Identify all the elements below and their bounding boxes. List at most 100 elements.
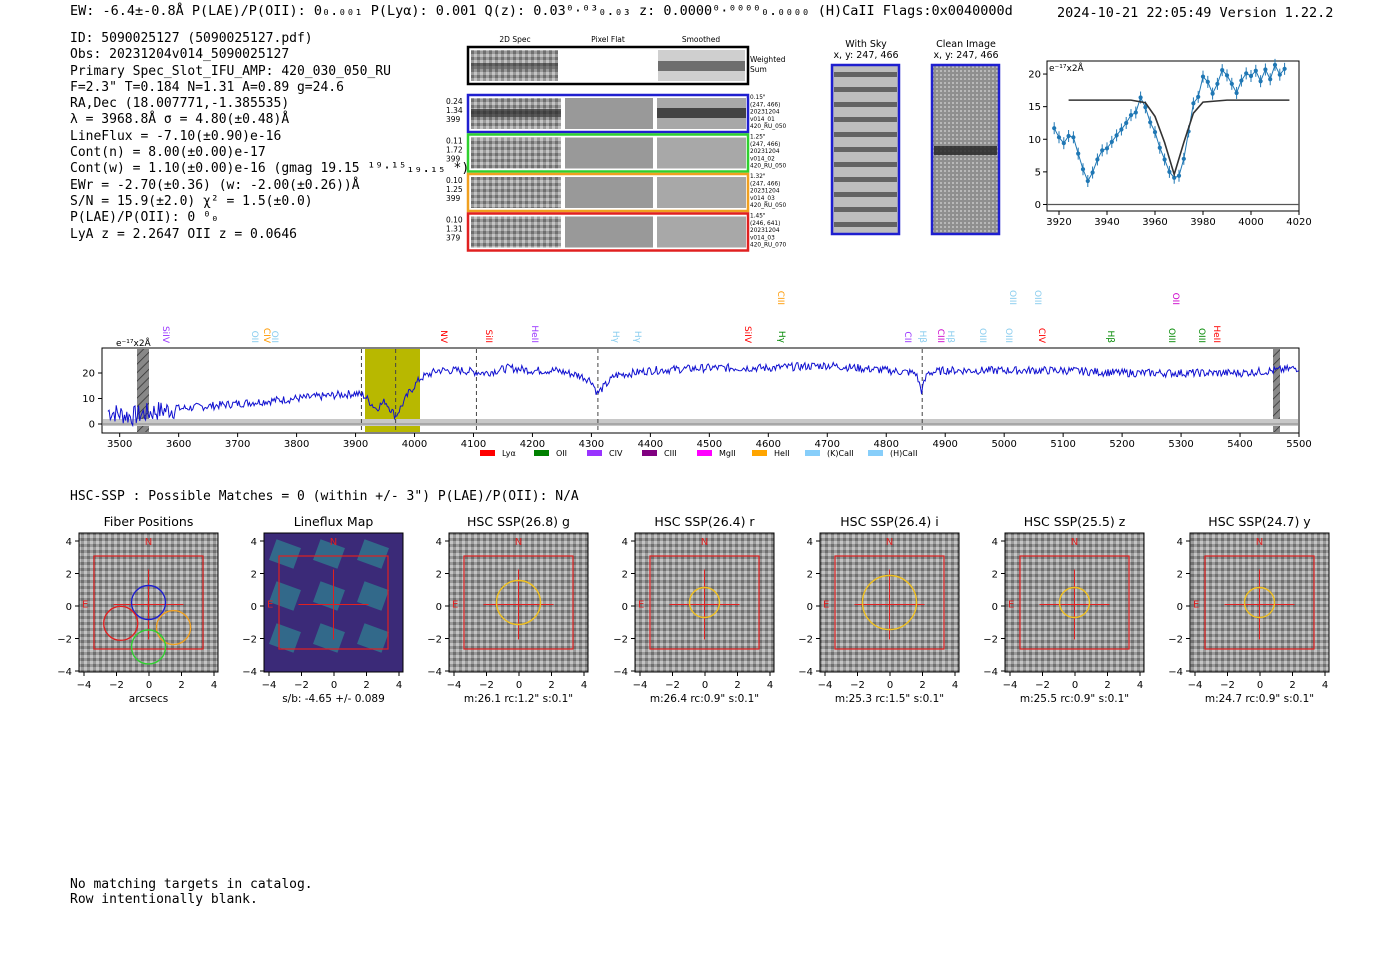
x-tick-label: −4 (262, 680, 277, 691)
line-label: CIV (1036, 328, 1046, 344)
north-label: N (145, 537, 152, 548)
cutout-row-meta: v014_03 (750, 235, 775, 241)
y-tick-label: −2 (427, 635, 442, 646)
y-tick-label: 2 (807, 570, 813, 581)
legend-swatch (697, 450, 712, 456)
zoom-data-point (1061, 141, 1066, 146)
zoom-data-point (1167, 169, 1172, 174)
cutout-2dspec (471, 216, 561, 248)
y-tick-label: 4 (1177, 537, 1183, 548)
legend-label: MgII (719, 449, 736, 458)
cutout-trace (657, 108, 746, 118)
x-tick-label: 2 (548, 680, 554, 691)
spectrum-x-tick-label: 3900 (343, 439, 368, 450)
x-tick-label: 2 (919, 680, 925, 691)
legend-swatch (480, 450, 495, 456)
masked-region (1273, 349, 1280, 432)
imaging-panel: HSC SSP(24.7) y N E 4 2 0 −2 −4 −4 −2 0 2 4 m:24.7 rc… (1168, 514, 1330, 705)
zoom-data-point (1205, 79, 1210, 84)
aperture-box (1019, 555, 1130, 650)
x-tick-label: 4 (1137, 680, 1143, 691)
lineflux-blob (313, 539, 345, 569)
x-tick-label: 4 (767, 680, 773, 691)
imaging-panel-caption: m:25.5 rc:0.9" s:0.1" (1020, 693, 1129, 705)
cutout-2dspec (471, 177, 561, 208)
north-label: N (330, 537, 337, 548)
cutout-row-stat: 399 (446, 155, 461, 164)
cutout-row-meta: v014_03 (750, 196, 775, 202)
lineflux-blob (269, 539, 301, 569)
line-label: OII (1170, 293, 1180, 305)
legend-swatch (805, 450, 820, 456)
zoom-x-tick-label: 3980 (1190, 217, 1215, 228)
x-tick-label: −2 (109, 680, 124, 691)
imaging-panel-title: HSC SSP(25.5) z (1024, 514, 1126, 529)
spectrum-x-tick-label: 3700 (225, 439, 250, 450)
y-tick-label: 2 (66, 570, 72, 581)
zoom-data-point (1104, 146, 1110, 151)
cutout-row-meta: 420_RU_050 (750, 164, 787, 170)
north-label: N (1071, 537, 1078, 548)
y-tick-label: −2 (57, 635, 72, 646)
zoom-data-point (1258, 79, 1263, 84)
y-tick-label: 2 (622, 570, 628, 581)
legend-label: CIV (609, 449, 623, 458)
legend-label: (H)CaII (890, 449, 917, 458)
legend-label: Lyα (502, 449, 516, 458)
x-tick-label: −4 (77, 680, 92, 691)
info-line: Primary Spec_Slot_IFU_AMP: 420_030_050_R… (70, 63, 391, 79)
line-label: SiII (483, 329, 493, 343)
spectrum-x-tick-label: 4900 (932, 439, 957, 450)
cutout-row-stat: 1.25 (446, 185, 463, 194)
zoom-y-tick-label: 10 (1028, 135, 1041, 146)
info-line: ID: 5090025127 (5090025127.pdf) (70, 31, 313, 46)
zoom-data-point (1076, 151, 1081, 156)
north-label: N (701, 537, 708, 548)
cutout-pixelflat (565, 216, 653, 248)
imaging-panel-caption: arcsecs (129, 693, 168, 705)
info-line: P(LAE)/P(OII): 0 ⁰₀ (70, 210, 219, 226)
y-tick-label: 0 (622, 602, 628, 613)
cutout-row-meta: 420_RU_050 (750, 124, 787, 130)
line-label: OII (269, 331, 279, 343)
aperture-circle (155, 609, 192, 646)
spectrum-unit-label: e⁻¹⁷x2Å (116, 337, 152, 349)
y-tick-label: −4 (427, 667, 442, 678)
y-tick-label: −4 (57, 667, 72, 678)
info-line: F=2.3" T=0.184 N=1.31 A=0.89 g=24.6 (70, 79, 344, 95)
y-tick-label: 4 (992, 537, 998, 548)
legend-label: OII (556, 449, 567, 458)
x-tick-label: 2 (363, 680, 369, 691)
line-label: Hβ (917, 330, 927, 343)
cutout-row-meta: (247, 466) (750, 102, 780, 108)
zoom-data-point (1224, 73, 1230, 78)
cutout-row-meta: (247, 466) (750, 142, 780, 148)
zoom-data-point (1071, 135, 1076, 140)
aperture-box (649, 555, 760, 650)
imaging-panels: Fiber Positions N E 4 2 0 −2 −4 −4 −2 0 2 4 arcsecs Li… (57, 514, 1330, 705)
cutout-row-stat: 399 (446, 115, 461, 124)
x-tick-label: 0 (1072, 680, 1078, 691)
x-tick-label: 0 (331, 680, 337, 691)
y-tick-label: 2 (251, 570, 257, 581)
with-sky-image (830, 63, 901, 236)
x-tick-label: 0 (146, 680, 152, 691)
spectrum-x-tick-label: 5100 (1050, 439, 1075, 450)
summary-line: EW: -6.4±-0.8Å P(LAE)/P(OII): 0₀.₀₀₁ P(L… (70, 3, 1013, 19)
legend-label: HeII (774, 449, 790, 458)
spectrum-x-tick-label: 5200 (1109, 439, 1134, 450)
cutout-smoothed (657, 137, 746, 169)
imaging-panel-caption: m:25.3 rc:1.5" s:0.1" (835, 693, 944, 705)
info-line: Cont(n) = 8.00(±0.00)e-17 (70, 145, 266, 161)
cutout-trace (471, 109, 561, 117)
zoom-data-point (1176, 173, 1182, 178)
cutout-row-stat: 1.31 (446, 225, 463, 234)
with-sky-title: With Sky (845, 39, 887, 50)
full-spectrum-plot: 3500 3600 3700 3800 3900 4000 4100 4200 4300 4400… (82, 337, 1311, 450)
x-tick-label: 0 (887, 680, 893, 691)
col-title-pixelflat: Pixel Flat (591, 35, 625, 44)
sky-stripe (834, 87, 897, 92)
sky-stripe (834, 117, 897, 122)
east-label: E (267, 600, 273, 611)
